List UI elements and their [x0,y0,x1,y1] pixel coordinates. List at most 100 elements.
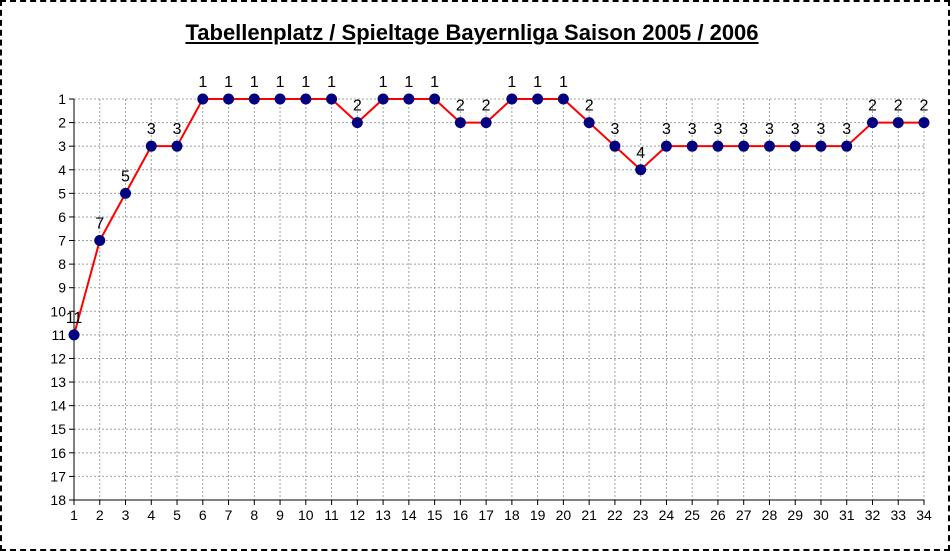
data-label: 3 [817,121,826,138]
x-tick-label: 16 [453,507,469,523]
data-point [145,140,157,152]
data-label: 2 [894,98,903,115]
data-label: 2 [868,98,877,115]
x-tick-label: 20 [556,507,572,523]
data-label: 1 [507,74,516,91]
data-point [326,93,338,105]
data-label: 7 [95,216,104,233]
chart-title: Tabellenplatz / Spieltage Bayernliga Sai… [185,20,759,45]
x-tick-label: 21 [581,507,597,523]
data-point [738,140,750,152]
data-point [351,117,363,129]
x-tick-label: 4 [147,507,155,523]
data-point [763,140,775,152]
data-label: 1 [404,74,413,91]
data-label: 1 [559,74,568,91]
y-tick-label: 4 [58,162,66,178]
x-tick-label: 8 [250,507,258,523]
data-point [609,140,621,152]
y-tick-label: 6 [58,209,66,225]
data-point [454,117,466,129]
data-point [686,140,698,152]
x-tick-label: 14 [401,507,417,523]
data-label: 4 [636,145,645,162]
data-label: 2 [585,98,594,115]
x-tick-label: 33 [890,507,906,523]
x-tick-label: 29 [787,507,803,523]
data-point [403,93,415,105]
data-point [841,140,853,152]
x-tick-label: 34 [916,507,932,523]
data-point [532,93,544,105]
data-label: 1 [198,74,207,91]
data-label: 3 [713,121,722,138]
y-tick-label: 8 [58,256,66,272]
data-label: 1 [533,74,542,91]
x-tick-label: 32 [865,507,881,523]
x-tick-label: 2 [96,507,104,523]
x-tick-label: 19 [530,507,546,523]
data-label: 3 [765,121,774,138]
data-label: 3 [688,121,697,138]
x-tick-label: 17 [478,507,494,523]
data-point [635,164,647,176]
data-label: 2 [920,98,929,115]
data-point [789,140,801,152]
data-point [377,93,389,105]
data-point [120,187,132,199]
y-tick-label: 17 [50,468,66,484]
data-point [866,117,878,129]
data-point [274,93,286,105]
data-point [300,93,312,105]
data-point [557,93,569,105]
data-label: 3 [739,121,748,138]
data-label: 5 [121,168,130,185]
data-point [94,235,106,247]
x-tick-label: 11 [324,507,339,523]
y-tick-label: 12 [50,350,66,366]
x-tick-label: 12 [350,507,366,523]
y-tick-label: 14 [50,398,66,414]
data-label: 1 [379,74,388,91]
data-label: 1 [327,74,336,91]
data-point [660,140,672,152]
x-tick-label: 3 [122,507,130,523]
y-tick-label: 3 [58,138,66,154]
y-tick-label: 15 [50,421,66,437]
x-tick-label: 26 [710,507,726,523]
data-point [892,117,904,129]
data-point [583,117,595,129]
x-tick-label: 5 [173,507,181,523]
data-point [506,93,518,105]
data-label: 1 [224,74,233,91]
data-label: 2 [456,98,465,115]
data-label: 3 [791,121,800,138]
data-label: 2 [482,98,491,115]
data-label: 3 [147,121,156,138]
data-label: 1 [430,74,439,91]
x-tick-label: 9 [276,507,284,523]
data-label: 3 [842,121,851,138]
data-label: 11 [66,310,83,327]
y-tick-label: 13 [50,374,66,390]
y-tick-label: 9 [58,280,66,296]
data-label: 1 [301,74,310,91]
data-point [248,93,260,105]
series-line [73,98,924,336]
x-tick-label: 10 [298,507,314,523]
y-tick-label: 10 [50,303,66,319]
plot-area [74,99,924,500]
x-tick-label: 15 [427,507,443,523]
data-label: 3 [662,121,671,138]
data-label: 1 [250,74,259,91]
x-tick-label: 24 [659,507,675,523]
x-tick-label: 18 [504,507,520,523]
data-point [223,93,235,105]
x-tick-label: 28 [762,507,778,523]
x-tick-label: 22 [607,507,623,523]
y-tick-label: 16 [50,445,66,461]
x-tick-label: 30 [813,507,829,523]
x-tick-label: 25 [684,507,700,523]
